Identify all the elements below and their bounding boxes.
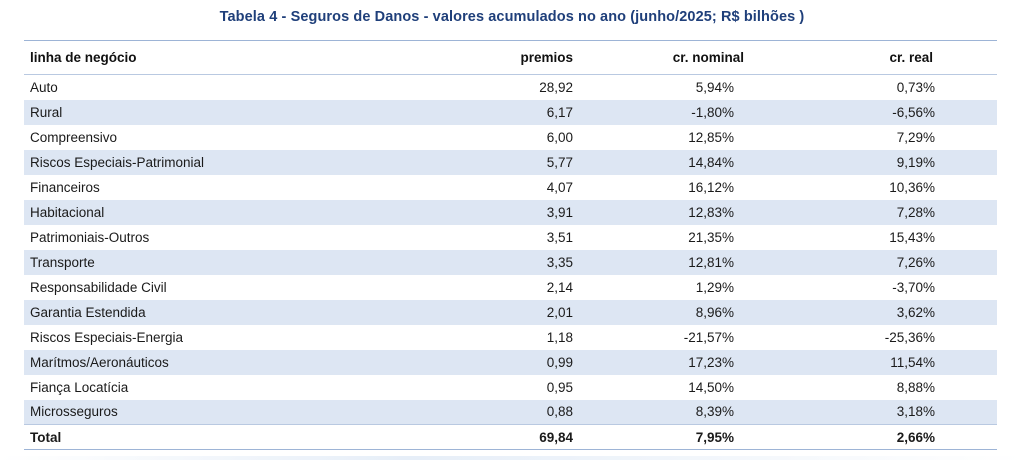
cell-real: 7,26% xyxy=(896,254,935,270)
cell-real: 11,54% xyxy=(890,354,935,370)
cell-premios: 2,14 xyxy=(546,279,573,295)
cell-premios: 4,07 xyxy=(546,179,573,195)
cell-premios: 0,88 xyxy=(546,404,573,420)
table-row: Transporte 3,35 12,81% 7,26% xyxy=(24,249,997,275)
cell-real: -6,56% xyxy=(892,104,935,120)
cell-nominal: 1,29% xyxy=(695,279,734,295)
cell-line: Transporte xyxy=(30,254,95,270)
cell-real: 7,28% xyxy=(896,204,935,220)
cell-nominal: 14,84% xyxy=(688,154,734,170)
cell-premios: 3,51 xyxy=(546,229,573,245)
table-row: Fiança Locatícia 0,95 14,50% 8,88% xyxy=(24,375,997,400)
total-premios: 69,84 xyxy=(539,429,573,445)
cell-nominal: 16,12% xyxy=(688,179,734,195)
data-table: linha de negócio premios cr. nominal cr.… xyxy=(24,40,997,450)
cell-line: Auto xyxy=(30,79,58,95)
table-row: Garantia Estendida 2,01 8,96% 3,62% xyxy=(24,299,997,325)
table-title: Tabela 4 - Seguros de Danos - valores ac… xyxy=(219,9,805,25)
cell-line: Marítmos/Aeronáuticos xyxy=(30,354,169,370)
cell-line: Microsseguros xyxy=(30,404,118,420)
cell-line: Financeiros xyxy=(30,179,100,195)
cell-premios: 0,99 xyxy=(546,354,573,370)
header-row: linha de negócio premios cr. nominal cr.… xyxy=(24,40,997,75)
cell-real: 7,29% xyxy=(896,129,935,145)
header-nominal-growth: cr. nominal xyxy=(672,50,744,65)
cell-premios: 0,95 xyxy=(546,379,573,395)
cell-real: -3,70% xyxy=(892,279,935,295)
table-body: Auto 28,92 5,94% 0,73% Rural 6,17 -1,80%… xyxy=(24,75,997,450)
cell-real: 3,62% xyxy=(896,304,935,320)
cell-real: 9,19% xyxy=(896,154,935,170)
table-row: Financeiros 4,07 16,12% 10,36% xyxy=(24,175,997,200)
cell-premios: 6,17 xyxy=(546,104,573,120)
cell-premios: 28,92 xyxy=(539,79,573,95)
total-real: 2,66% xyxy=(896,429,935,445)
cell-nominal: 14,50% xyxy=(688,379,734,395)
table-row: Riscos Especiais-Patrimonial 5,77 14,84%… xyxy=(24,149,997,175)
cell-line: Rural xyxy=(30,104,63,120)
cell-nominal: 12,83% xyxy=(688,204,734,220)
table-row: Riscos Especiais-Energia 1,18 -21,57% -2… xyxy=(24,325,997,350)
total-nominal: 7,95% xyxy=(695,429,734,445)
cell-premios: 5,77 xyxy=(546,154,573,170)
cell-nominal: 21,35% xyxy=(688,229,734,245)
table-row: Habitacional 3,91 12,83% 7,28% xyxy=(24,199,997,225)
data-table-container: linha de negócio premios cr. nominal cr.… xyxy=(24,40,997,450)
table-header: linha de negócio premios cr. nominal cr.… xyxy=(24,40,997,75)
cell-line: Riscos Especiais-Energia xyxy=(30,329,184,345)
cell-premios: 6,00 xyxy=(546,129,573,145)
cell-nominal: -1,80% xyxy=(691,104,734,120)
cell-premios: 3,35 xyxy=(546,254,573,270)
table-row: Patrimoniais-Outros 3,51 21,35% 15,43% xyxy=(24,225,997,250)
table-row: Rural 6,17 -1,80% -6,56% xyxy=(24,99,997,125)
cell-real: 15,43% xyxy=(889,229,935,245)
cell-nominal: -21,57% xyxy=(683,329,734,345)
table-row: Microsseguros 0,88 8,39% 3,18% xyxy=(24,399,997,425)
bottom-divider xyxy=(0,456,1024,460)
cell-real: 3,18% xyxy=(896,404,935,420)
cell-line: Fiança Locatícia xyxy=(30,379,129,395)
cell-nominal: 12,81% xyxy=(688,254,734,270)
cell-premios: 1,18 xyxy=(546,329,573,345)
table-row: Marítmos/Aeronáuticos 0,99 17,23% 11,54% xyxy=(24,349,997,375)
cell-nominal: 17,23% xyxy=(688,354,734,370)
cell-premios: 3,91 xyxy=(546,204,573,220)
cell-nominal: 8,39% xyxy=(695,404,734,420)
cell-nominal: 8,96% xyxy=(695,304,734,320)
cell-line: Habitacional xyxy=(30,204,105,220)
header-line-of-business: linha de negócio xyxy=(30,50,137,65)
cell-real: -25,36% xyxy=(884,329,935,345)
total-label: Total xyxy=(30,429,62,445)
table-row: Compreensivo 6,00 12,85% 7,29% xyxy=(24,125,997,150)
header-real-growth: cr. real xyxy=(889,50,933,65)
cell-real: 8,88% xyxy=(896,379,935,395)
cell-line: Riscos Especiais-Patrimonial xyxy=(30,154,205,170)
cell-line: Compreensivo xyxy=(30,129,118,145)
cell-line: Patrimoniais-Outros xyxy=(30,229,150,245)
table-row: Responsabilidade Civil 2,14 1,29% -3,70% xyxy=(24,275,997,300)
table-row: Auto 28,92 5,94% 0,73% xyxy=(24,75,997,100)
header-premios: premios xyxy=(520,50,573,65)
cell-nominal: 12,85% xyxy=(688,129,734,145)
cell-premios: 2,01 xyxy=(546,304,573,320)
cell-nominal: 5,94% xyxy=(695,79,734,95)
total-row: Total 69,84 7,95% 2,66% xyxy=(24,424,997,450)
cell-real: 0,73% xyxy=(896,79,935,95)
cell-line: Responsabilidade Civil xyxy=(30,279,167,295)
cell-line: Garantia Estendida xyxy=(30,304,146,320)
cell-real: 10,36% xyxy=(889,179,935,195)
